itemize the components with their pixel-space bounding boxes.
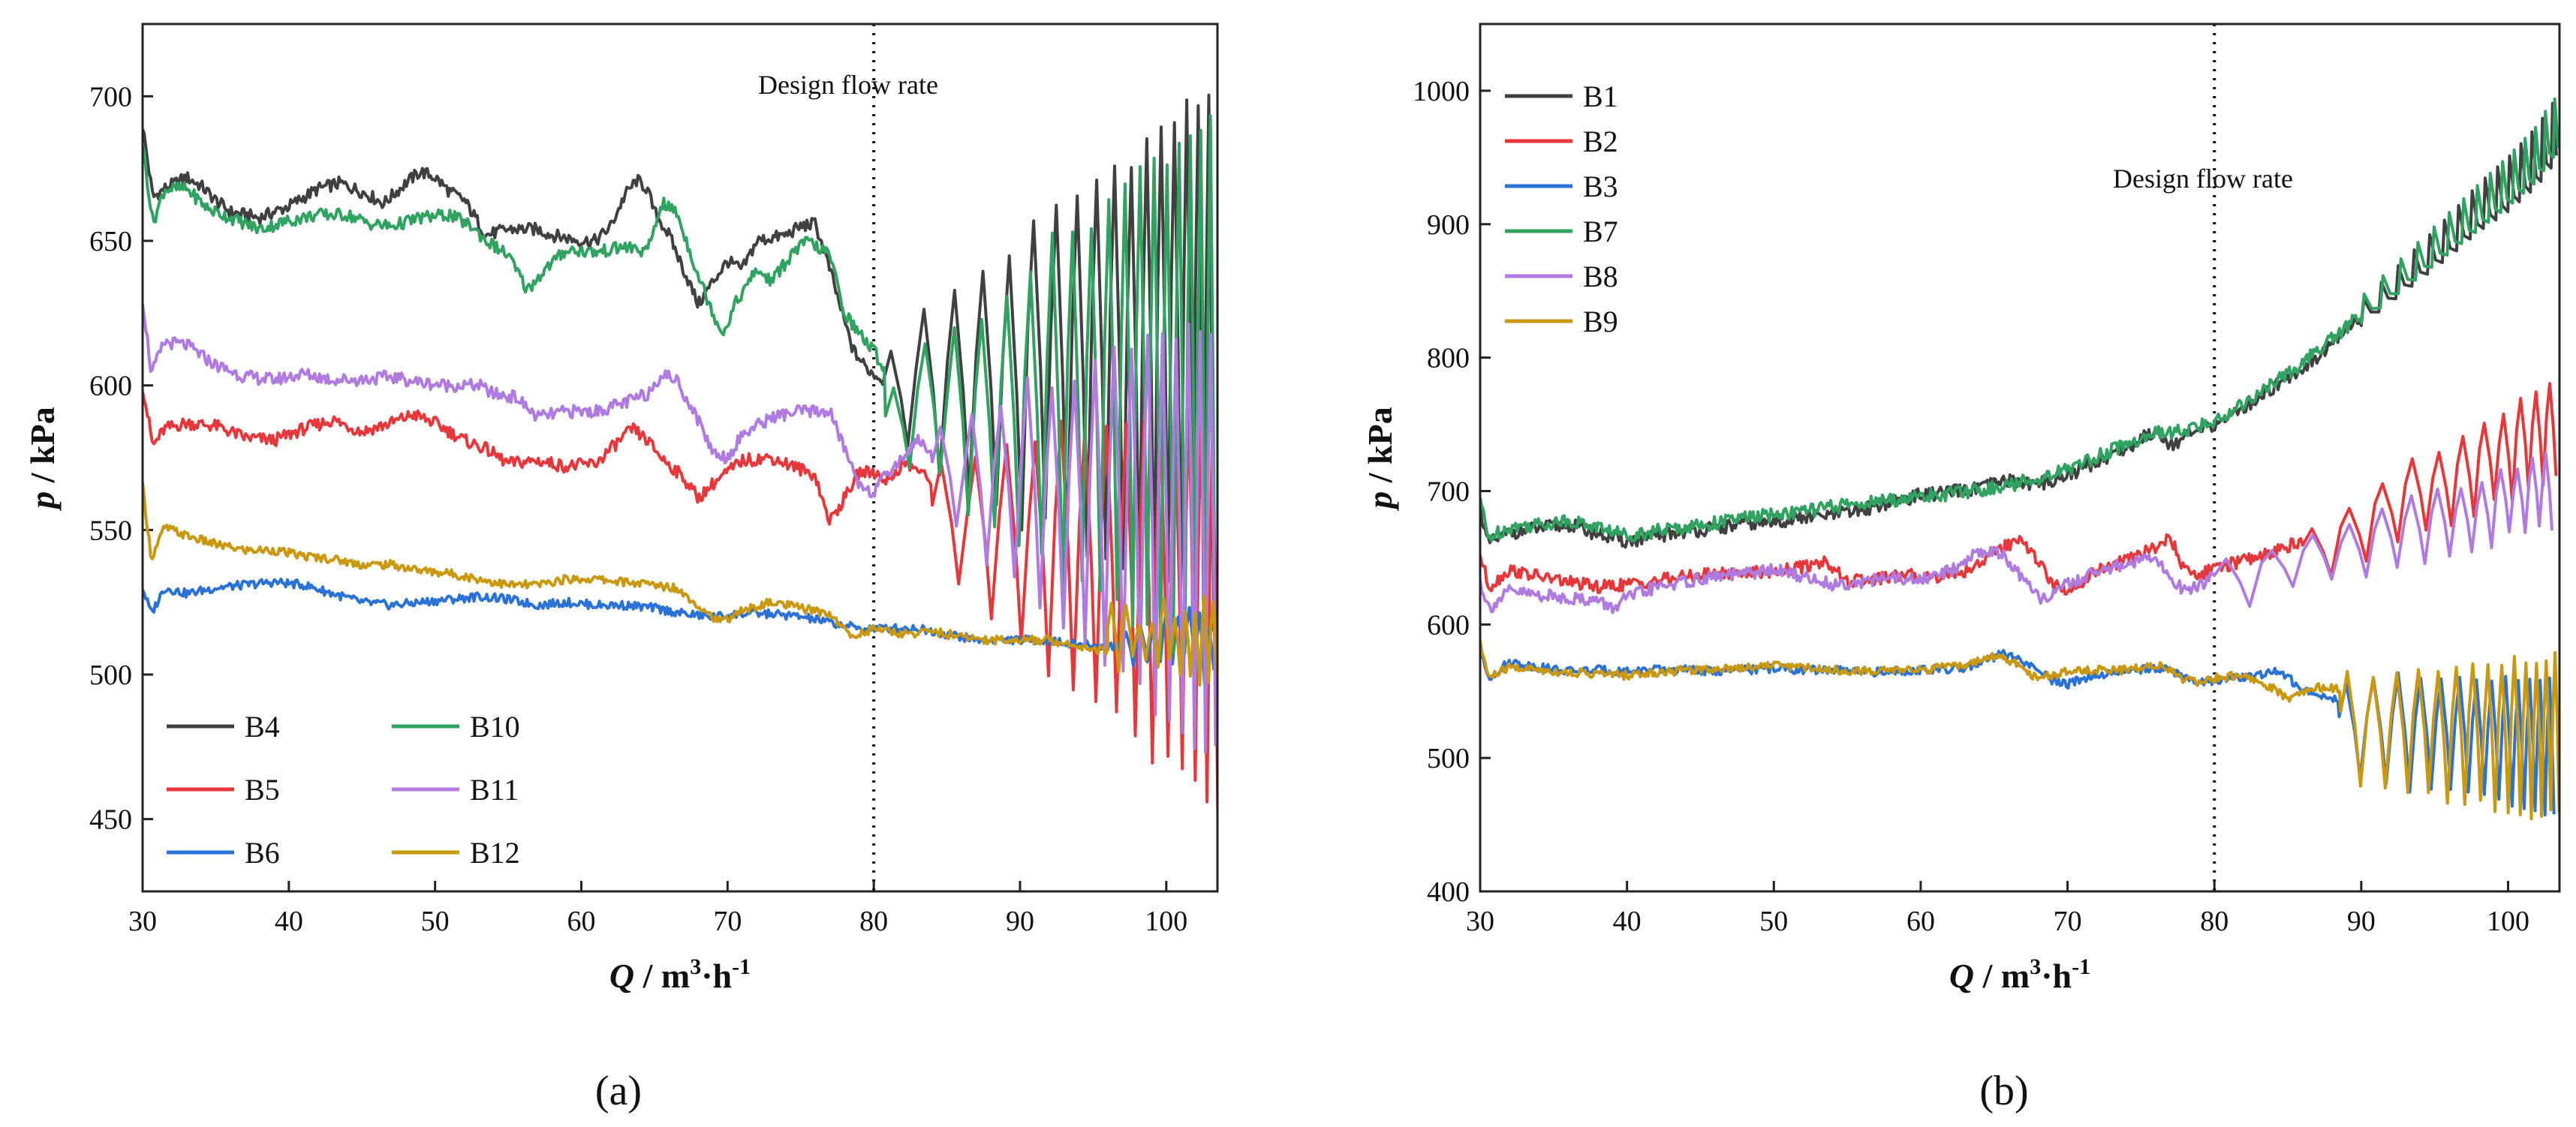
chart-panel-a: 30 40 50 60 70 80 90 100 450 500 550 600 650 700 Desig… [23, 23, 1219, 1114]
x-axis-label: Q / m3·h-1 [609, 954, 751, 995]
series-line-b12 [143, 482, 1217, 687]
legend-label-b1: B1 [1583, 80, 1618, 113]
legend-label-b5: B5 [245, 773, 280, 807]
x-tick-label: 100 [1145, 906, 1187, 937]
legend-label-b4: B4 [245, 710, 280, 744]
y-tick-label: 700 [1427, 476, 1470, 507]
y-tick-label: 600 [89, 371, 132, 402]
x-tick-label: 50 [421, 906, 450, 937]
x-tick-label: 30 [128, 906, 157, 937]
y-tick-label: 550 [89, 515, 132, 546]
x-tick-label: 30 [1466, 906, 1494, 937]
legend-label-b3: B3 [1583, 170, 1618, 203]
series-line-b11 [143, 304, 1217, 754]
x-tick-label: 70 [2054, 906, 2082, 937]
series-group [143, 93, 1217, 818]
panel-label: (a) [595, 1068, 642, 1114]
y-tick-label: 700 [89, 81, 132, 113]
x-tick-label: 40 [1613, 906, 1642, 937]
y-tick-label: 400 [1427, 876, 1470, 908]
legend-label-b8: B8 [1583, 260, 1618, 293]
series-line-b9 [1480, 640, 2559, 821]
series-group [1480, 97, 2559, 821]
x-axis-label: Q / m3·h-1 [1949, 954, 2090, 995]
legend-label-b10: B10 [470, 710, 520, 744]
x-tick-label: 90 [2347, 906, 2376, 937]
plot-frame [141, 23, 1219, 893]
y-axis-label: p / kPa [23, 407, 62, 511]
x-tick-label: 100 [2487, 906, 2529, 937]
y-tick-label: 500 [89, 660, 132, 691]
series-line-b7 [1480, 97, 2559, 543]
design-flow-label: Design flow rate [2113, 164, 2293, 194]
x-tick-label: 60 [1906, 906, 1935, 937]
x-tick-label: 80 [859, 906, 888, 937]
y-tick-label: 1000 [1413, 76, 1470, 107]
x-tick-label: 60 [567, 906, 595, 937]
y-tick-label: 900 [1427, 209, 1470, 241]
series-line-b10 [143, 114, 1217, 687]
x-tick-label: 80 [2200, 906, 2228, 937]
legend-label-b2: B2 [1583, 125, 1618, 158]
y-tick-label: 600 [1427, 609, 1470, 641]
y-tick-label: 450 [89, 804, 132, 836]
y-tick-label: 500 [1427, 743, 1470, 774]
y-axis-label: p / kPa [1361, 407, 1399, 511]
legend-label-b9: B9 [1583, 305, 1618, 338]
series-line-b5 [143, 391, 1217, 818]
legend-label-b12: B12 [470, 836, 520, 870]
x-tick-label: 90 [1006, 906, 1034, 937]
legend: B4 B5 B6 B10 B11 B12 [167, 710, 520, 870]
x-tick-label: 40 [275, 906, 303, 937]
series-line-b2 [1480, 382, 2558, 596]
design-flow-label: Design flow rate [758, 70, 938, 100]
panel-label: (b) [1979, 1068, 2028, 1114]
legend-label-b6: B6 [245, 836, 280, 870]
x-tick-label: 70 [713, 906, 742, 937]
chart-panel-b: 30 40 50 60 70 80 90 100 400 500 600 700 800 900 1000 D… [1361, 23, 2561, 1114]
y-tick-label: 650 [89, 226, 132, 257]
series-line-b4 [143, 93, 1216, 632]
legend: B1 B2 B3 B7 B8 B9 [1505, 80, 1618, 338]
x-tick-label: 50 [1759, 906, 1788, 937]
series-line-b8 [1480, 452, 2553, 615]
y-tick-label: 800 [1427, 343, 1470, 374]
plot-frame [1479, 23, 2561, 893]
legend-label-b11: B11 [470, 773, 519, 807]
legend-label-b7: B7 [1583, 215, 1618, 248]
